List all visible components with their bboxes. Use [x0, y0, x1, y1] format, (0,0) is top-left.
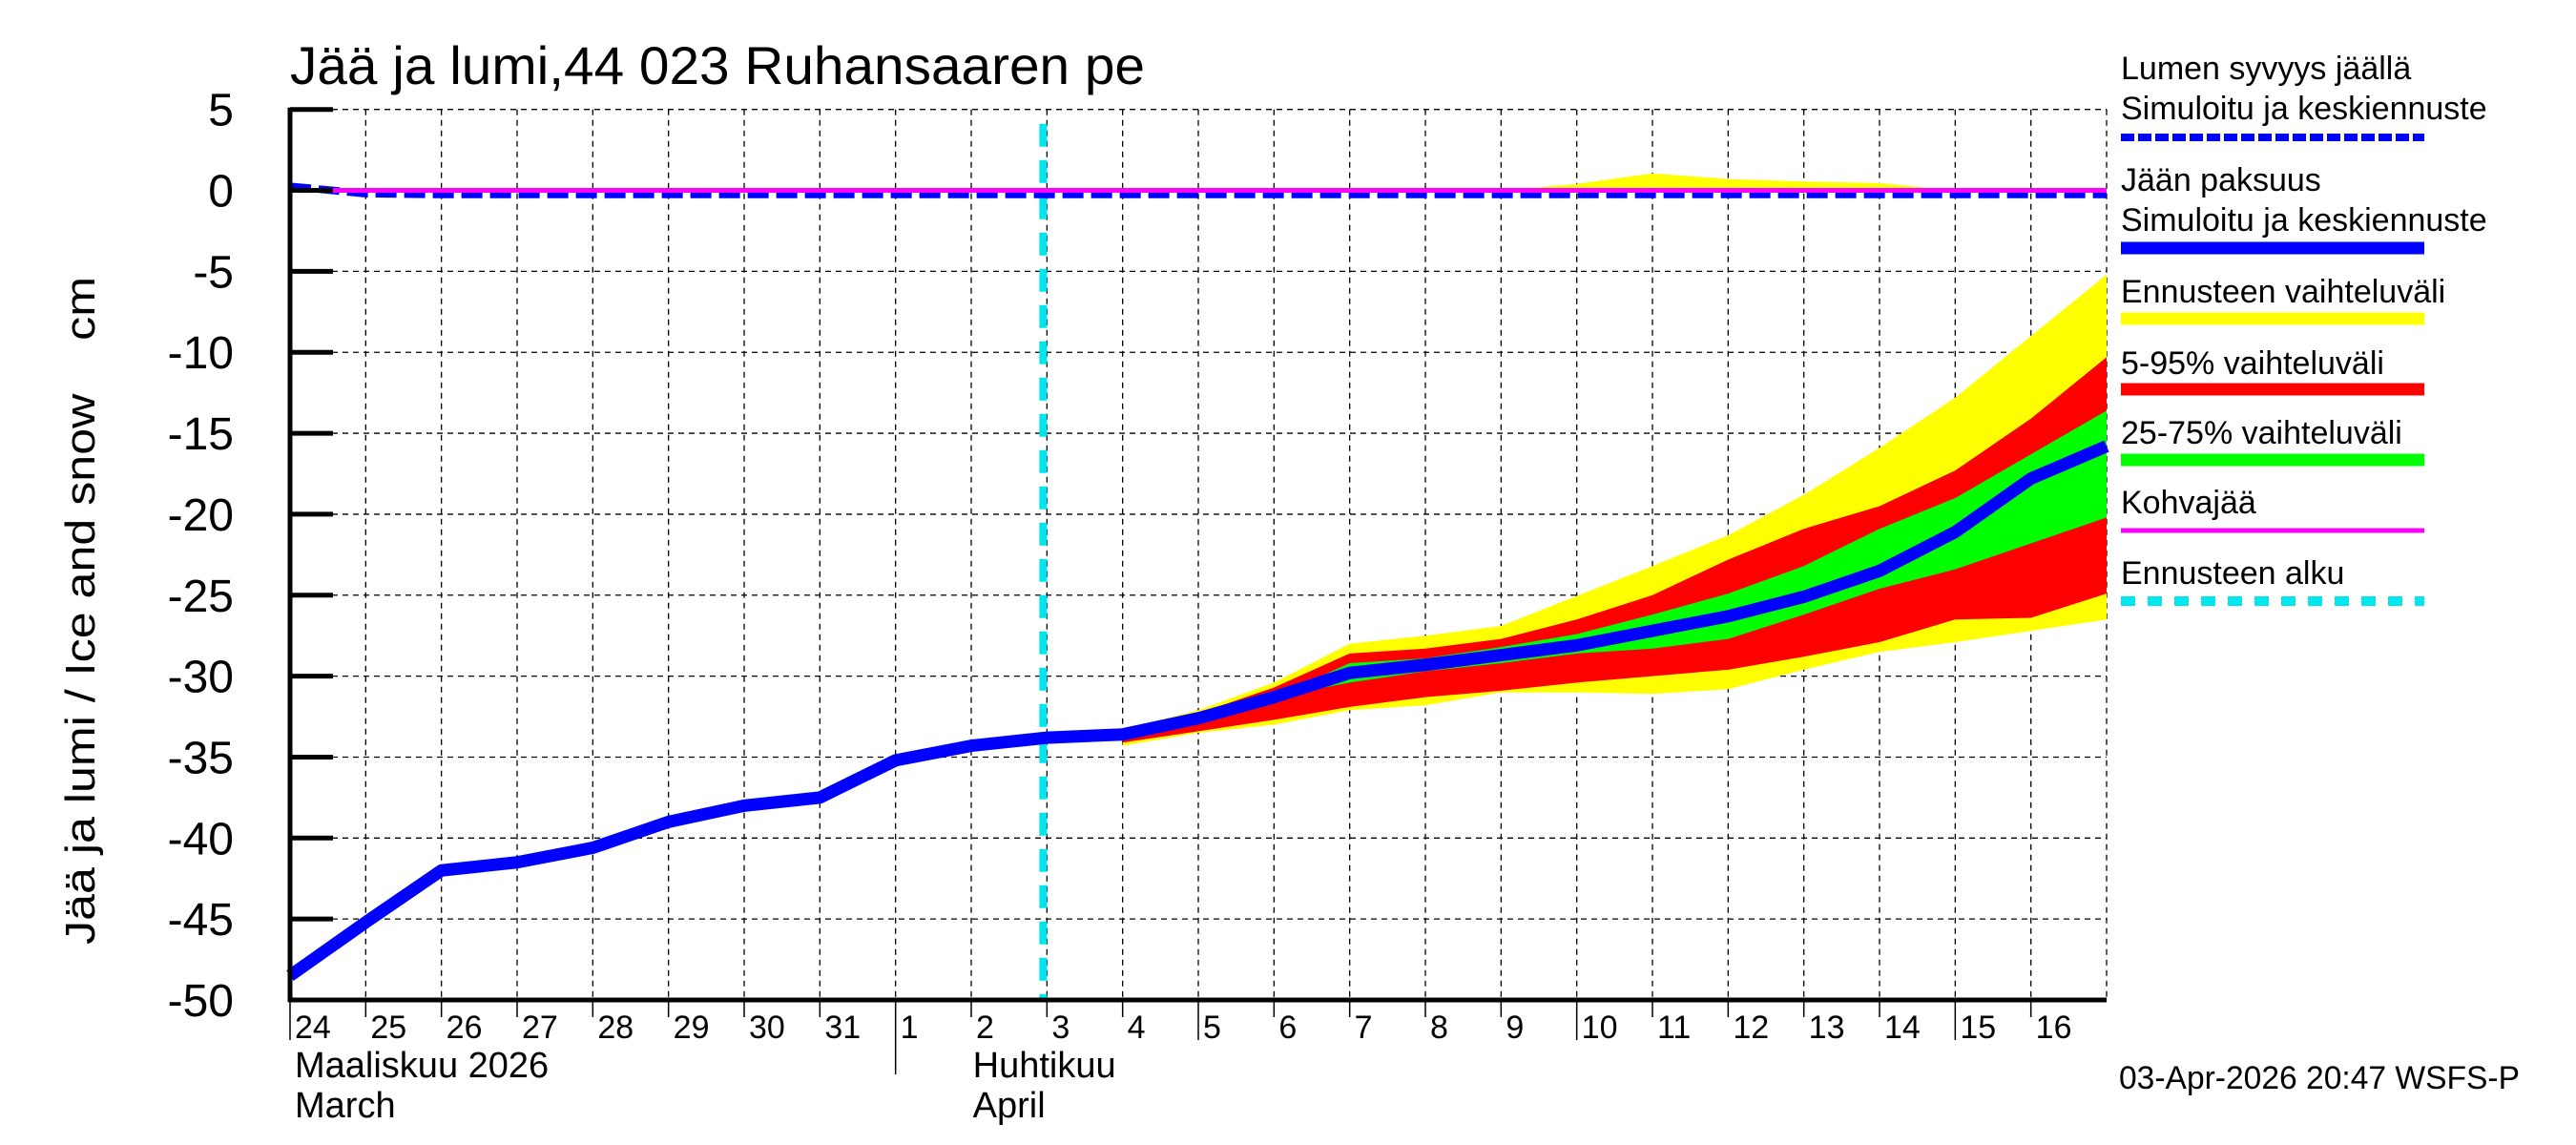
y-axis-label: Jää ja lumi / Ice and snow cm: [57, 277, 104, 945]
data-lines: [286, 123, 2109, 1000]
y-tick-label: -10: [168, 328, 234, 379]
band-ennusteen-vaihteluv-li-snow-upper-: [1349, 173, 2107, 191]
x-day-label: 26: [447, 1010, 483, 1046]
y-tick-label: -5: [193, 247, 234, 298]
x-day-label: 7: [1355, 1010, 1373, 1046]
legend-item: Jään paksuus Simuloitu ja keskiennuste: [2121, 162, 2487, 255]
x-day-label: 3: [1051, 1010, 1070, 1046]
x-day-label: 10: [1582, 1010, 1618, 1046]
legend-item: Ennusteen vaihteluväli: [2121, 274, 2445, 325]
legend-label: Lumen syvyys jäällä: [2121, 51, 2411, 87]
x-day-label: 30: [749, 1010, 785, 1046]
y-tick-label: -30: [168, 653, 234, 703]
legend-label: Ennusteen vaihteluväli: [2121, 274, 2445, 310]
y-tick-label: -35: [168, 733, 234, 783]
ice-thickness-line: [286, 440, 2109, 981]
y-tick-label: 5: [208, 86, 234, 136]
x-day-label: 5: [1203, 1010, 1221, 1046]
legend: Lumen syvyys jäällä Simuloitu ja keskienn…: [2121, 51, 2487, 606]
legend-label: Simuloitu ja keskiennuste: [2121, 91, 2487, 127]
legend-item: Lumen syvyys jäällä Simuloitu ja keskienn…: [2121, 51, 2487, 141]
y-tick-label: -45: [168, 895, 234, 946]
y-tick-label: -20: [168, 490, 234, 541]
axes: [287, 107, 2107, 1074]
legend-label: Jään paksuus: [2121, 162, 2321, 198]
x-day-label: 12: [1733, 1010, 1769, 1046]
legend-item: Ennusteen alku: [2121, 555, 2424, 606]
x-day-label: 8: [1430, 1010, 1448, 1046]
x-day-label: 16: [2036, 1010, 2072, 1046]
timestamp-footer: 03-Apr-2026 20:47 WSFS-P: [2119, 1060, 2520, 1096]
y-tick-label: -15: [168, 409, 234, 460]
legend-label: 5-95% vaihteluväli: [2121, 345, 2384, 382]
x-day-label: 9: [1506, 1010, 1524, 1046]
snow-depth-line: [289, 182, 2107, 198]
month-label-fi: Huhtikuu: [973, 1046, 1116, 1086]
x-day-label: 13: [1809, 1010, 1845, 1046]
x-axis-labels: 24 25 26 27 28 29 30 31 1 2 3 4 5 6 7 8 9 10 11 12 13 14 15 16M…: [295, 1010, 2071, 1126]
y-tick-label: -50: [168, 976, 234, 1027]
y-tick-label: -25: [168, 572, 234, 622]
band-25-75-vaihteluv-li: [1122, 410, 2107, 735]
x-day-label: 11: [1657, 1010, 1691, 1046]
legend-label: Ennusteen alku: [2121, 555, 2344, 592]
x-day-label: 14: [1884, 1010, 1921, 1046]
legend-item: Kohvajää: [2121, 485, 2424, 533]
month-label-en: April: [973, 1086, 1046, 1126]
y-axis-labels: 5 0 -5 -10 -15 -20 -25 -30 -35 -40 -45 -50: [168, 86, 234, 1027]
x-day-label: 28: [597, 1010, 634, 1046]
x-day-label: 31: [824, 1010, 861, 1046]
x-day-label: 27: [522, 1010, 558, 1046]
y-tick-label: -40: [168, 814, 234, 864]
legend-label: 25-75% vaihteluväli: [2121, 415, 2402, 451]
x-day-label: 25: [370, 1010, 406, 1046]
legend-item: 25-75% vaihteluväli: [2121, 415, 2424, 467]
chart-title: Jää ja lumi,44 023 Ruhansaaren pe: [290, 35, 1145, 95]
x-day-label: 1: [901, 1010, 919, 1046]
month-label-fi: Maaliskuu 2026: [295, 1046, 549, 1086]
y-tick-label: 0: [208, 167, 234, 218]
x-day-label: 29: [674, 1010, 710, 1046]
legend-item: 5-95% vaihteluväli: [2121, 345, 2424, 396]
x-day-label: 15: [1960, 1010, 1996, 1046]
x-day-label: 2: [976, 1010, 994, 1046]
forecast-bands: [1122, 173, 2107, 746]
x-day-label: 4: [1128, 1010, 1146, 1046]
month-label-en: March: [295, 1086, 396, 1126]
x-day-label: 6: [1278, 1010, 1297, 1046]
legend-label: Kohvajää: [2121, 485, 2256, 521]
legend-label: Simuloitu ja keskiennuste: [2121, 202, 2487, 239]
x-day-label: 24: [295, 1010, 331, 1046]
